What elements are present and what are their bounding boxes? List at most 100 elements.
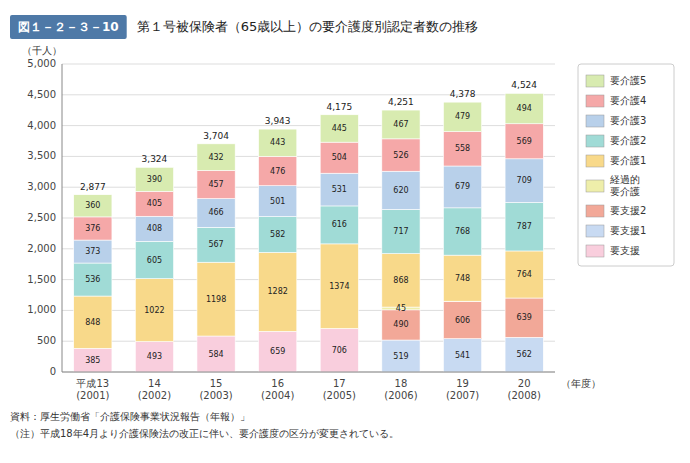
data-label: 519 (393, 352, 408, 361)
legend-swatch (586, 115, 604, 127)
bar-segment (74, 348, 112, 372)
x-tick-label: 平成13(2001) (76, 378, 109, 401)
y-tick-label: 1,500 (27, 274, 56, 285)
data-label: 764 (517, 270, 532, 279)
y-axis: 05001,0001,5002,0002,5003,0003,5004,0004… (22, 45, 555, 377)
data-label: 1374 (329, 282, 349, 291)
bar-segment (259, 217, 297, 253)
bar-segment (505, 124, 543, 159)
title-badge-text: 図１－２－３－10 (18, 20, 119, 34)
text-line: 要介護4 (610, 95, 646, 106)
bars (74, 93, 544, 372)
data-label: 1022 (144, 306, 164, 315)
data-label: 606 (455, 316, 470, 325)
bar-segment (74, 195, 112, 217)
data-label: 445 (332, 124, 347, 133)
bar-segment (443, 132, 481, 166)
data-label: 494 (517, 104, 532, 113)
legend-label: 要支援2 (610, 205, 646, 216)
bar-segment (259, 186, 297, 217)
bar-segment (74, 263, 112, 296)
text-line: 経過的 (609, 174, 640, 185)
data-label: 536 (85, 275, 100, 284)
data-label: 848 (85, 318, 100, 327)
total-label: 2,877 (80, 182, 106, 192)
x-tick-label: 20(2008) (508, 378, 541, 401)
text-line: 16 (271, 378, 284, 389)
text-line: (2007) (446, 390, 479, 401)
bar-segment (320, 244, 358, 329)
total-label: 4,524 (511, 80, 537, 90)
y-axis-label: （千人） (22, 45, 62, 56)
legend-label: 要支援1 (610, 225, 646, 236)
data-label: 569 (517, 137, 532, 146)
data-label: 868 (393, 276, 408, 285)
bar-segment (74, 240, 112, 263)
x-tick-label: 14(2002) (138, 378, 171, 401)
text-line: (2004) (261, 390, 294, 401)
bar-segment (320, 173, 358, 206)
grid-line (62, 372, 555, 373)
legend-swatch (586, 245, 604, 257)
legend-swatch (586, 180, 604, 192)
data-label: 562 (517, 350, 532, 359)
footnotes: 資料：厚生労働省「介護保険事業状況報告（年報）」 （注）平成18年4月より介護保険… (10, 411, 399, 439)
bar-segment (382, 340, 420, 372)
bar-segment (443, 166, 481, 208)
data-label: 408 (147, 224, 162, 233)
data-label: 493 (147, 352, 162, 361)
data-label: 376 (85, 224, 100, 233)
data-label: 467 (393, 120, 408, 129)
text-line: 平成13 (76, 378, 109, 389)
footnote: （注）平成18年4月より介護保険法の改正に伴い、要介護度の区分が変更されている。 (10, 428, 399, 439)
data-label: 679 (455, 182, 470, 191)
total-label: 4,378 (450, 89, 476, 99)
data-label: 405 (147, 199, 162, 208)
data-label: 504 (332, 153, 347, 162)
footnote: 資料：厚生労働省「介護保険事業状況報告（年報）」 (10, 411, 250, 422)
bar-segment (443, 208, 481, 255)
data-label: 385 (85, 356, 100, 365)
bar-segment (259, 156, 297, 185)
text-line: (2008) (508, 390, 541, 401)
x-tick-label: 15(2003) (199, 378, 232, 401)
bar-segment (197, 336, 235, 372)
text-line: 要支援2 (610, 205, 646, 216)
y-tick-label: 2,500 (27, 212, 56, 223)
bar-segment (443, 102, 481, 132)
total-label: 3,943 (265, 116, 291, 126)
bar-segment (320, 142, 358, 173)
legend: 要介護5要介護4要介護3要介護2要介護1経過的要介護要支援2要支援1要支援 (578, 64, 674, 266)
y-tick-label: 5,000 (27, 58, 56, 69)
data-labels: 3858485363733763602,87749310226054084053… (80, 80, 537, 364)
bar-segment (505, 202, 543, 250)
data-label: 432 (208, 153, 223, 162)
text-line: 要介護1 (610, 155, 646, 166)
x-tick-label: 16(2004) (261, 378, 294, 401)
text-line: 19 (456, 378, 469, 389)
data-label: 1198 (206, 295, 226, 304)
y-tick-label: 4,500 (27, 89, 56, 100)
total-label: 4,175 (326, 102, 352, 112)
x-tick-label: 17(2005) (323, 378, 356, 401)
text-line: 15 (210, 378, 223, 389)
y-tick-label: 1,000 (27, 304, 56, 315)
data-label: 620 (393, 186, 408, 195)
chart: 図１－２－３－10第１号被保険者（65歳以上）の要介護度別認定者数の推移0500… (0, 0, 690, 463)
data-label: 390 (147, 175, 162, 184)
bar-segment (443, 255, 481, 301)
bar-segment (505, 159, 543, 203)
y-axis-line (62, 64, 63, 372)
bar-segment (135, 191, 173, 216)
data-label: 605 (147, 256, 162, 265)
bar-segment (197, 262, 235, 336)
legend-swatch (586, 75, 604, 87)
legend-label: 経過的要介護 (609, 174, 640, 197)
data-label: 768 (455, 227, 470, 236)
legend-swatch (586, 225, 604, 237)
bar-segment (197, 144, 235, 171)
title-badge (10, 15, 127, 39)
header: 図１－２－３－10 第１号被保険者（65歳以上）の要介護度別認定者数の推移 (10, 15, 478, 39)
title: 第１号被保険者（65歳以上）の要介護度別認定者数の推移 (137, 19, 479, 34)
bar-segment (259, 252, 297, 331)
